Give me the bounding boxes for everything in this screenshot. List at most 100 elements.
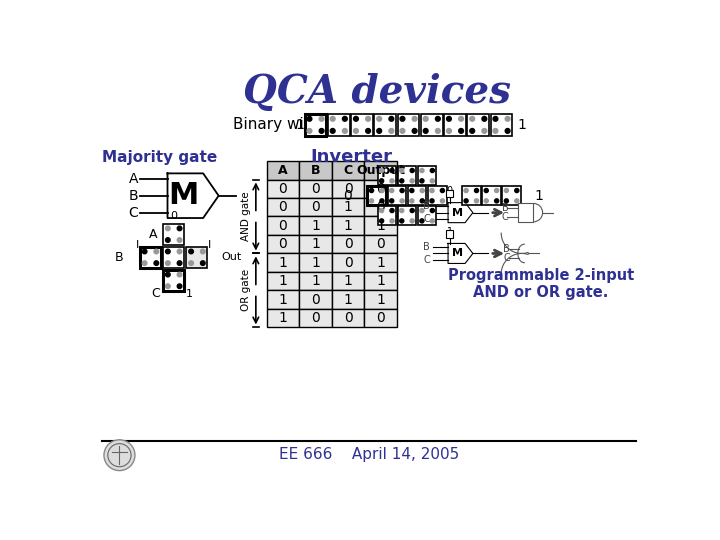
Circle shape <box>400 208 404 213</box>
Circle shape <box>166 261 170 265</box>
Circle shape <box>307 129 312 133</box>
Circle shape <box>354 117 359 121</box>
Bar <box>490 114 513 136</box>
Circle shape <box>377 117 382 121</box>
Circle shape <box>493 129 498 133</box>
Circle shape <box>430 188 434 193</box>
Text: 1: 1 <box>376 293 385 307</box>
Circle shape <box>430 199 434 203</box>
Circle shape <box>143 261 147 265</box>
Bar <box>186 247 207 268</box>
Circle shape <box>400 117 405 121</box>
Text: C: C <box>503 253 510 263</box>
Bar <box>377 166 396 185</box>
Circle shape <box>189 261 194 265</box>
Circle shape <box>495 188 499 193</box>
Text: 1: 1 <box>446 227 453 237</box>
Circle shape <box>177 249 182 254</box>
Text: 1: 1 <box>535 188 544 202</box>
Circle shape <box>177 238 182 242</box>
Text: B: B <box>128 188 138 202</box>
Text: 1: 1 <box>343 293 353 307</box>
Circle shape <box>431 208 434 213</box>
Bar <box>428 186 446 205</box>
Circle shape <box>400 129 405 133</box>
Text: M: M <box>452 248 463 259</box>
Bar <box>140 247 161 268</box>
Circle shape <box>390 188 394 193</box>
Text: 0: 0 <box>279 182 287 196</box>
Circle shape <box>400 188 404 193</box>
Circle shape <box>493 117 498 121</box>
Bar <box>300 217 332 235</box>
Bar <box>377 206 396 225</box>
Circle shape <box>410 188 414 193</box>
Circle shape <box>104 440 135 470</box>
Circle shape <box>166 238 170 242</box>
Text: 0: 0 <box>279 219 287 233</box>
Bar <box>364 161 397 179</box>
Text: M: M <box>452 208 463 218</box>
Bar <box>374 114 396 136</box>
Bar <box>364 179 397 198</box>
Circle shape <box>495 199 499 203</box>
Circle shape <box>307 117 312 121</box>
Circle shape <box>446 129 451 133</box>
Text: 0: 0 <box>170 211 177 221</box>
Circle shape <box>366 117 371 121</box>
Bar <box>482 186 500 205</box>
Bar <box>446 190 454 197</box>
Circle shape <box>470 129 474 133</box>
Circle shape <box>431 219 434 223</box>
Text: 1: 1 <box>279 311 287 325</box>
Circle shape <box>177 272 182 277</box>
Circle shape <box>441 199 444 203</box>
Bar <box>332 179 364 198</box>
Bar <box>397 114 419 136</box>
Circle shape <box>420 168 424 173</box>
Text: 0: 0 <box>377 200 385 214</box>
Text: 1: 1 <box>311 255 320 269</box>
Text: A: A <box>148 228 157 241</box>
Circle shape <box>505 117 510 121</box>
Bar <box>266 179 300 198</box>
Bar <box>300 291 332 309</box>
Circle shape <box>177 226 182 231</box>
Circle shape <box>166 284 170 288</box>
Bar <box>332 253 364 272</box>
Text: 0: 0 <box>311 182 320 196</box>
Circle shape <box>431 168 434 173</box>
Circle shape <box>464 199 468 203</box>
Bar <box>305 114 326 136</box>
Bar <box>364 235 397 253</box>
Circle shape <box>343 117 347 121</box>
Circle shape <box>420 199 424 203</box>
Circle shape <box>379 208 384 213</box>
Bar <box>266 309 300 327</box>
Bar <box>364 272 397 291</box>
Bar <box>300 253 332 272</box>
Circle shape <box>436 117 440 121</box>
Circle shape <box>410 219 414 223</box>
Bar <box>397 206 416 225</box>
Circle shape <box>423 117 428 121</box>
Circle shape <box>505 129 510 133</box>
Bar <box>364 198 397 217</box>
Text: 1: 1 <box>311 237 320 251</box>
Circle shape <box>400 168 404 173</box>
Text: 1: 1 <box>296 118 305 132</box>
Bar <box>332 272 364 291</box>
Text: A: A <box>278 164 288 177</box>
Text: 0: 0 <box>343 237 353 251</box>
Text: QCA devices: QCA devices <box>243 73 510 111</box>
Circle shape <box>515 199 519 203</box>
Circle shape <box>379 219 384 223</box>
Bar <box>266 291 300 309</box>
Text: A: A <box>129 172 138 186</box>
Text: 1: 1 <box>343 219 353 233</box>
Circle shape <box>474 199 479 203</box>
Circle shape <box>400 179 404 183</box>
Circle shape <box>189 249 194 254</box>
Text: 1: 1 <box>376 255 385 269</box>
Circle shape <box>154 249 158 254</box>
